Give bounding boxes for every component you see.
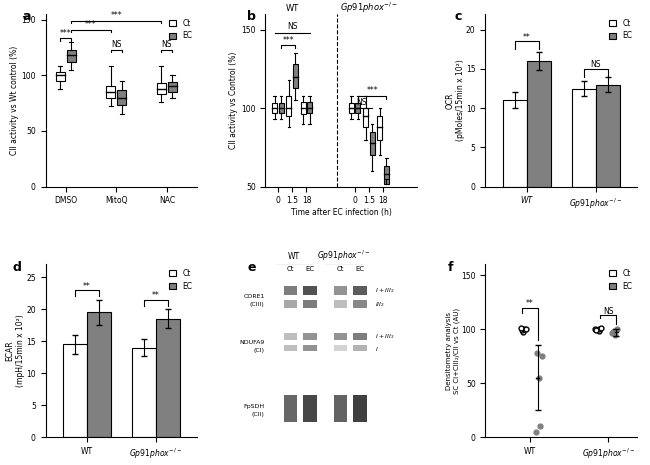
- Bar: [283, 410, 297, 422]
- Text: (CIII): (CIII): [250, 302, 265, 306]
- Bar: [333, 410, 347, 422]
- FancyBboxPatch shape: [384, 166, 389, 184]
- Bar: [283, 333, 297, 340]
- Y-axis label: CII activity vs Control (%): CII activity vs Control (%): [229, 52, 239, 149]
- FancyBboxPatch shape: [287, 96, 291, 116]
- Bar: [354, 395, 367, 410]
- Legend: Ct, EC: Ct, EC: [166, 16, 195, 43]
- FancyBboxPatch shape: [301, 102, 305, 114]
- Bar: [283, 286, 297, 295]
- Bar: [354, 410, 367, 422]
- FancyBboxPatch shape: [118, 90, 126, 105]
- Bar: [571, 88, 595, 186]
- Bar: [304, 395, 317, 410]
- Legend: Ct, EC: Ct, EC: [606, 266, 634, 293]
- FancyBboxPatch shape: [307, 102, 312, 113]
- FancyBboxPatch shape: [370, 132, 374, 155]
- Bar: [502, 100, 526, 186]
- FancyBboxPatch shape: [168, 82, 177, 92]
- Text: ***: ***: [85, 20, 97, 29]
- Bar: [63, 345, 87, 437]
- Bar: [354, 345, 367, 351]
- Text: f: f: [447, 261, 453, 274]
- FancyBboxPatch shape: [272, 103, 277, 113]
- Text: EC: EC: [356, 266, 365, 272]
- Text: (CII): (CII): [252, 412, 265, 417]
- FancyBboxPatch shape: [107, 86, 115, 98]
- FancyBboxPatch shape: [293, 64, 298, 88]
- Bar: [132, 347, 156, 437]
- Bar: [304, 345, 317, 351]
- Text: NS: NS: [287, 22, 298, 31]
- Text: ***: ***: [111, 11, 122, 20]
- Text: **: **: [83, 282, 91, 291]
- Bar: [333, 395, 347, 410]
- FancyBboxPatch shape: [349, 103, 354, 113]
- FancyBboxPatch shape: [67, 50, 75, 62]
- Bar: [283, 395, 297, 410]
- FancyBboxPatch shape: [363, 108, 368, 127]
- Legend: Ct, EC: Ct, EC: [166, 266, 195, 293]
- Text: a: a: [23, 11, 31, 24]
- Bar: [87, 312, 111, 437]
- Bar: [354, 300, 367, 308]
- Bar: [526, 61, 551, 186]
- Text: **: **: [152, 291, 160, 300]
- Text: $Gp91phox^{-/-}$: $Gp91phox^{-/-}$: [317, 249, 370, 263]
- Text: e: e: [247, 261, 255, 274]
- Text: d: d: [12, 261, 21, 274]
- Bar: [304, 333, 317, 340]
- Legend: Ct, EC: Ct, EC: [606, 16, 634, 43]
- Text: WT: WT: [287, 252, 300, 261]
- Text: **: **: [526, 299, 534, 308]
- Text: $I+III_2$: $I+III_2$: [374, 332, 394, 341]
- Text: (CI): (CI): [254, 348, 265, 353]
- Bar: [283, 345, 297, 351]
- Text: ***: ***: [283, 35, 294, 45]
- Text: NDUFA9: NDUFA9: [239, 339, 265, 345]
- Bar: [156, 319, 180, 437]
- X-axis label: Time after EC infection (h): Time after EC infection (h): [291, 208, 392, 217]
- Text: NS: NS: [356, 98, 367, 106]
- Bar: [304, 286, 317, 295]
- Text: NS: NS: [603, 307, 614, 316]
- Text: NS: NS: [111, 40, 122, 49]
- Y-axis label: OCR
(pMoles/15min x 10²): OCR (pMoles/15min x 10²): [445, 60, 465, 141]
- Bar: [283, 300, 297, 308]
- Text: CORE1: CORE1: [243, 294, 265, 299]
- Bar: [354, 333, 367, 340]
- Bar: [333, 286, 347, 295]
- Text: NS: NS: [162, 40, 172, 49]
- Y-axis label: ECAR
(mpH/15min x 10²): ECAR (mpH/15min x 10²): [5, 314, 25, 387]
- Text: c: c: [455, 11, 462, 24]
- Text: Ct: Ct: [287, 266, 294, 272]
- FancyBboxPatch shape: [378, 116, 382, 140]
- Bar: [354, 286, 367, 295]
- Bar: [595, 85, 619, 186]
- FancyBboxPatch shape: [279, 103, 283, 113]
- Text: WT: WT: [285, 4, 299, 13]
- Text: NS: NS: [590, 60, 601, 69]
- Text: ***: ***: [367, 86, 378, 95]
- Text: b: b: [247, 11, 256, 24]
- Text: Ct: Ct: [337, 266, 344, 272]
- Text: FpSDH: FpSDH: [244, 404, 265, 409]
- Text: $I$: $I$: [374, 345, 378, 353]
- Bar: [304, 300, 317, 308]
- Bar: [333, 345, 347, 351]
- Y-axis label: Densitometry analysis
SC CI+CIII₂/CII vs Ct (AU): Densitometry analysis SC CI+CIII₂/CII vs…: [446, 308, 460, 394]
- Text: $I+III_2$: $I+III_2$: [374, 286, 394, 295]
- Y-axis label: CII activity vs Wt control (%): CII activity vs Wt control (%): [10, 46, 18, 155]
- Text: **: **: [523, 33, 530, 42]
- FancyBboxPatch shape: [157, 83, 166, 94]
- Text: $III_2$: $III_2$: [374, 299, 385, 309]
- Text: $Gp91phox^{-/-}$: $Gp91phox^{-/-}$: [340, 0, 398, 15]
- Bar: [304, 410, 317, 422]
- FancyBboxPatch shape: [356, 103, 360, 113]
- Bar: [333, 300, 347, 308]
- Bar: [333, 333, 347, 340]
- Text: EC: EC: [306, 266, 315, 272]
- Text: ***: ***: [60, 29, 72, 38]
- FancyBboxPatch shape: [56, 72, 64, 81]
